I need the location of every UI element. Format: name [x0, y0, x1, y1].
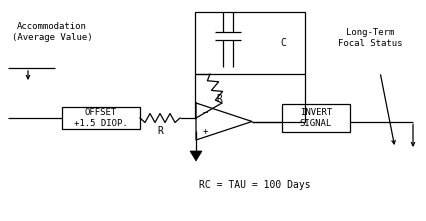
Text: −: −: [202, 107, 207, 116]
Text: OFFSET
+1.5 DIOP.: OFFSET +1.5 DIOP.: [74, 108, 127, 128]
Bar: [62, 107, 140, 129]
Bar: [195, 12, 304, 74]
Text: Accommodation
(Average Value): Accommodation (Average Value): [12, 22, 92, 42]
Polygon shape: [190, 151, 201, 161]
Text: R: R: [216, 93, 222, 103]
Text: RC = TAU = 100 Days: RC = TAU = 100 Days: [199, 180, 310, 190]
Bar: [281, 104, 349, 132]
Text: Long-Term
Focal Status: Long-Term Focal Status: [337, 28, 401, 48]
Text: INVERT
SIGNAL: INVERT SIGNAL: [299, 108, 331, 128]
Text: R: R: [157, 126, 163, 136]
Text: +: +: [202, 126, 207, 135]
Text: C: C: [279, 38, 285, 48]
